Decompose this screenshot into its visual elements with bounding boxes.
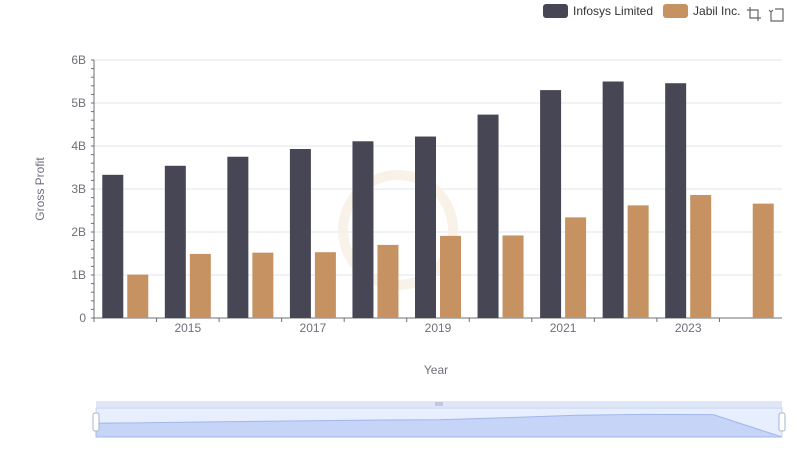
y-tick-label: 0 (79, 311, 86, 325)
x-tick-label: 2021 (550, 321, 577, 335)
bar-jabil-2024[interactable] (752, 203, 774, 318)
datazoom-handle-left[interactable] (92, 412, 100, 432)
bar-infosys-2018[interactable] (352, 141, 374, 318)
bar-jabil-2020[interactable] (502, 235, 524, 318)
x-axis-label: Year (424, 363, 448, 377)
legend: Infosys Limited Jabil Inc. (543, 4, 750, 18)
bar-infosys-2017[interactable] (289, 149, 311, 318)
legend-item-infosys[interactable]: Infosys Limited (543, 4, 653, 18)
legend-item-jabil[interactable]: Jabil Inc. (663, 4, 740, 18)
y-tick-label: 1B (71, 268, 86, 282)
bar-infosys-2015[interactable] (164, 165, 186, 318)
bar-infosys-2022[interactable] (602, 81, 624, 319)
datazoom-preview-area (95, 413, 783, 438)
legend-label-jabil: Jabil Inc. (693, 4, 741, 18)
bar-jabil-2018[interactable] (377, 244, 399, 318)
x-tick-label: 2019 (425, 321, 452, 335)
bar-infosys-2016[interactable] (227, 156, 249, 318)
datazoom-selection[interactable] (96, 408, 782, 437)
y-tick-label: 6B (71, 53, 86, 67)
bar-infosys-2021[interactable] (540, 90, 562, 318)
bar-infosys-2014[interactable] (102, 174, 124, 318)
y-tick-label: 5B (71, 96, 86, 110)
bar-jabil-2016[interactable] (252, 252, 274, 318)
toolbox (746, 6, 784, 22)
bar-jabil-2017[interactable] (314, 252, 336, 318)
y-axis-label: Gross Profit (33, 157, 47, 221)
bar-jabil-2022[interactable] (627, 205, 649, 318)
datazoom-handle-right[interactable] (778, 412, 786, 432)
bar-infosys-2019[interactable] (415, 136, 436, 318)
bar-infosys-2020[interactable] (477, 114, 499, 318)
x-tick-label: 2015 (174, 321, 201, 335)
datazoom-drag-handle[interactable] (435, 402, 443, 406)
zoom-reset-icon[interactable] (768, 6, 784, 22)
bar-jabil-2014[interactable] (127, 274, 149, 318)
y-tick-label: 2B (71, 225, 86, 239)
y-tick-label: 4B (71, 139, 86, 153)
bar-jabil-2021[interactable] (565, 217, 587, 318)
bar-jabil-2019[interactable] (440, 235, 461, 318)
zoom-icon[interactable] (746, 6, 762, 22)
legend-swatch-jabil (663, 4, 689, 18)
x-tick-label: 2017 (300, 321, 327, 335)
legend-label-infosys: Infosys Limited (573, 4, 654, 18)
legend-swatch-infosys (543, 4, 568, 18)
x-tick-label: 2023 (675, 321, 702, 335)
bar-jabil-2015[interactable] (189, 253, 211, 318)
bar-jabil-2023[interactable] (690, 195, 712, 318)
bar-infosys-2023[interactable] (665, 83, 687, 318)
y-tick-label: 3B (71, 182, 86, 196)
